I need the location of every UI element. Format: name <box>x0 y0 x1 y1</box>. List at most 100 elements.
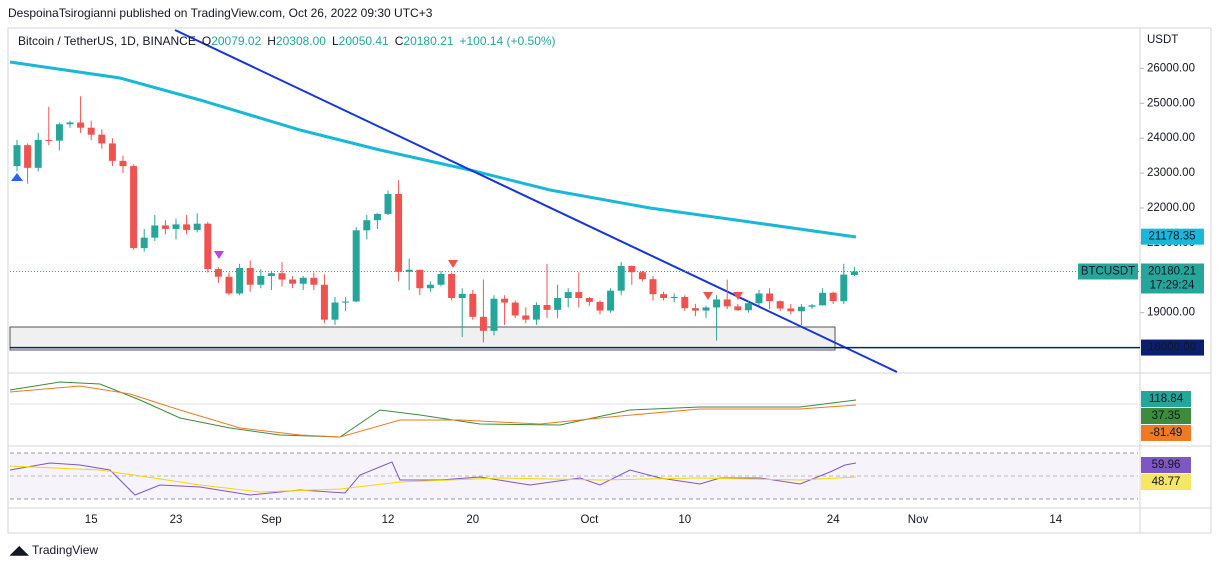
x-tick-label: 15 <box>85 514 98 526</box>
candle-body <box>373 213 381 221</box>
candle-body <box>98 134 106 144</box>
x-tick-label: 20 <box>466 514 479 526</box>
legend-key: H <box>267 34 276 48</box>
candle-body <box>734 306 742 311</box>
candle-body <box>501 298 509 303</box>
candle-body <box>183 224 191 230</box>
candle-body <box>55 124 63 141</box>
level-tag <box>1141 339 1204 356</box>
candle-body <box>681 296 689 309</box>
y-tick-label: 25000.00 <box>1147 97 1195 109</box>
x-tick-label: Nov <box>908 514 929 526</box>
candle-body <box>723 299 731 307</box>
price-tag <box>1141 263 1204 294</box>
candle-body <box>564 292 572 299</box>
candle-body <box>575 292 583 299</box>
candle-body <box>670 296 678 299</box>
legend-key: C <box>395 34 404 48</box>
candle-body <box>702 307 710 311</box>
rsi-tag <box>1141 457 1191 473</box>
candle-body <box>448 273 456 299</box>
macd-tag <box>1141 408 1191 424</box>
trend-line <box>174 29 898 373</box>
candle-body <box>808 305 816 307</box>
candle-body <box>543 304 551 310</box>
rsi-tag <box>1141 474 1191 490</box>
candle-body <box>204 223 212 270</box>
legend-symbol: Bitcoin / TetherUS, 1D, BINANCE <box>18 34 196 48</box>
candle-body <box>342 301 350 303</box>
candle-body <box>310 277 318 285</box>
legend-change: +100.14 (+0.50%) <box>459 34 555 48</box>
candle-body <box>829 292 837 302</box>
ma-tag <box>1141 228 1204 245</box>
candle-body <box>585 298 593 302</box>
candle-body <box>458 293 466 299</box>
candle-body <box>66 122 74 125</box>
candle-body <box>819 292 827 306</box>
candle-body <box>617 265 625 291</box>
macd-tag <box>1141 425 1191 441</box>
y-tick-label: 19000.00 <box>1147 307 1195 319</box>
macd-label: -81.49 <box>1150 427 1183 439</box>
candle-body <box>744 303 752 311</box>
candle-body <box>638 272 646 280</box>
candle-body <box>596 301 604 311</box>
candle-body <box>426 284 434 289</box>
candle-body <box>161 225 169 229</box>
legend-key: L <box>332 34 339 48</box>
candle-body <box>172 224 180 229</box>
level-label: 18000.00 <box>1148 342 1196 354</box>
rsi-ma <box>9 465 857 493</box>
brand-logo: ◢◣ <box>9 543 29 557</box>
candle-body <box>395 194 403 272</box>
header: DespoinaTsirogianni published on Trading… <box>8 6 433 20</box>
candle-body <box>363 220 371 231</box>
macd-tag <box>1141 391 1191 407</box>
macd-label: 118.84 <box>1149 393 1184 405</box>
candle-body <box>331 302 339 320</box>
candle-body <box>850 271 858 276</box>
candle-body <box>797 306 805 312</box>
price-label: 20180.21 <box>1148 266 1196 278</box>
candle-body <box>766 293 774 302</box>
candle-body <box>776 301 784 309</box>
candle-body <box>437 273 445 285</box>
price-unit: USDT <box>1147 34 1178 46</box>
candle-body <box>787 308 795 312</box>
x-tick-label: 23 <box>170 514 183 526</box>
candle-body <box>13 145 21 167</box>
countdown: 17:29:24 <box>1150 280 1195 292</box>
candle-body <box>840 274 848 302</box>
candle-body <box>649 279 657 295</box>
y-tick-label: 24000.00 <box>1147 132 1195 144</box>
symbol-tag <box>1078 263 1138 280</box>
candle-body <box>511 302 519 316</box>
signal-up <box>11 173 23 181</box>
signal-down <box>214 251 224 259</box>
x-tick-label: 12 <box>382 514 395 526</box>
rsi-label: 48.77 <box>1152 476 1181 488</box>
candle-body <box>130 166 138 249</box>
legend-value: 20079.02 <box>211 34 261 48</box>
candle-body <box>713 299 721 308</box>
legend: Bitcoin / TetherUS, 1D, BINANCE O20079.02… <box>18 34 556 48</box>
y-tick-label: 22000.00 <box>1147 202 1195 214</box>
candle-body <box>289 279 297 284</box>
x-tick-label: 10 <box>678 514 691 526</box>
candle-body <box>479 316 487 331</box>
legend-value: 20308.00 <box>276 34 326 48</box>
signal-down <box>448 260 458 268</box>
brand-name: TradingView <box>32 543 98 557</box>
candle-body <box>214 269 222 277</box>
legend-key: O <box>202 34 211 48</box>
support-zone <box>9 326 836 351</box>
candle-body <box>416 269 424 289</box>
candle-body <box>34 139 42 168</box>
candle-body <box>140 237 148 249</box>
frame <box>7 27 1212 534</box>
candle-body <box>87 127 95 135</box>
candle-body <box>554 298 562 310</box>
signal-down <box>703 292 713 300</box>
